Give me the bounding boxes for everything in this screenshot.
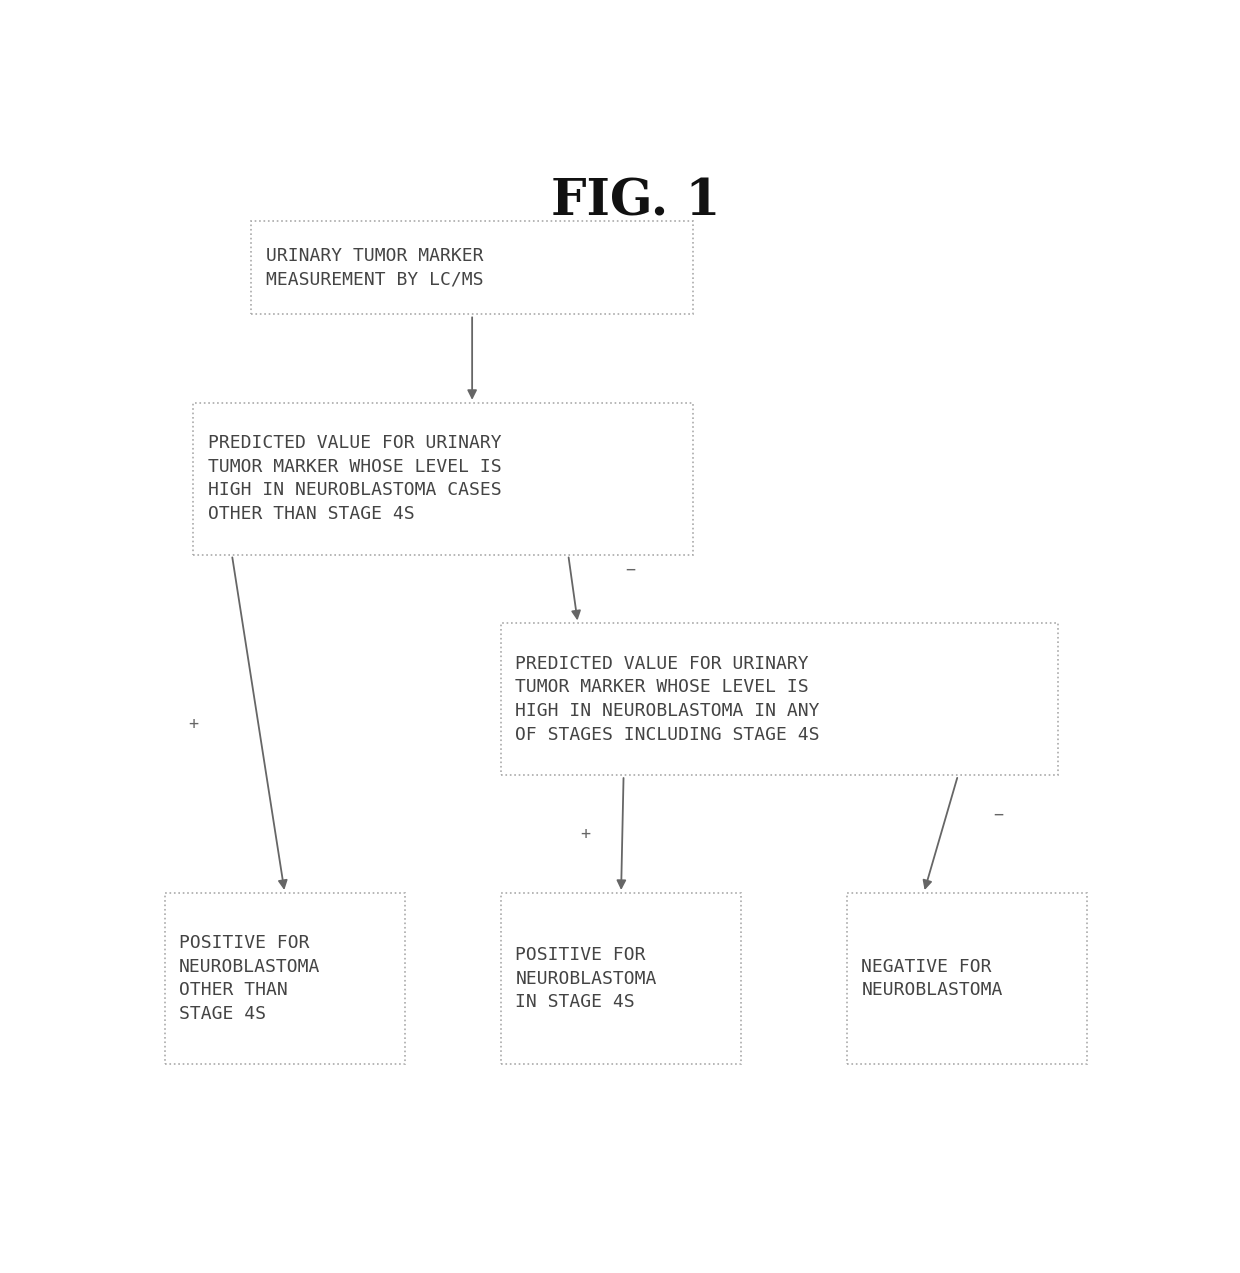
FancyBboxPatch shape bbox=[250, 222, 693, 314]
Text: −: − bbox=[993, 806, 1003, 824]
Text: −: − bbox=[626, 560, 636, 578]
FancyBboxPatch shape bbox=[847, 892, 1087, 1064]
Text: POSITIVE FOR
NEUROBLASTOMA
IN STAGE 4S: POSITIVE FOR NEUROBLASTOMA IN STAGE 4S bbox=[516, 946, 657, 1011]
Text: FIG. 1: FIG. 1 bbox=[551, 177, 720, 227]
Text: URINARY TUMOR MARKER
MEASUREMENT BY LC/MS: URINARY TUMOR MARKER MEASUREMENT BY LC/M… bbox=[265, 247, 484, 289]
FancyBboxPatch shape bbox=[193, 402, 693, 555]
Text: PREDICTED VALUE FOR URINARY
TUMOR MARKER WHOSE LEVEL IS
HIGH IN NEUROBLASTOMA CA: PREDICTED VALUE FOR URINARY TUMOR MARKER… bbox=[208, 434, 501, 523]
FancyBboxPatch shape bbox=[501, 624, 1058, 775]
Text: PREDICTED VALUE FOR URINARY
TUMOR MARKER WHOSE LEVEL IS
HIGH IN NEUROBLASTOMA IN: PREDICTED VALUE FOR URINARY TUMOR MARKER… bbox=[516, 654, 820, 743]
Text: +: + bbox=[580, 825, 590, 843]
FancyBboxPatch shape bbox=[501, 892, 742, 1064]
Text: +: + bbox=[188, 714, 198, 733]
FancyBboxPatch shape bbox=[165, 892, 404, 1064]
Text: NEGATIVE FOR
NEUROBLASTOMA: NEGATIVE FOR NEUROBLASTOMA bbox=[862, 957, 1003, 999]
Text: POSITIVE FOR
NEUROBLASTOMA
OTHER THAN
STAGE 4S: POSITIVE FOR NEUROBLASTOMA OTHER THAN ST… bbox=[179, 934, 320, 1023]
